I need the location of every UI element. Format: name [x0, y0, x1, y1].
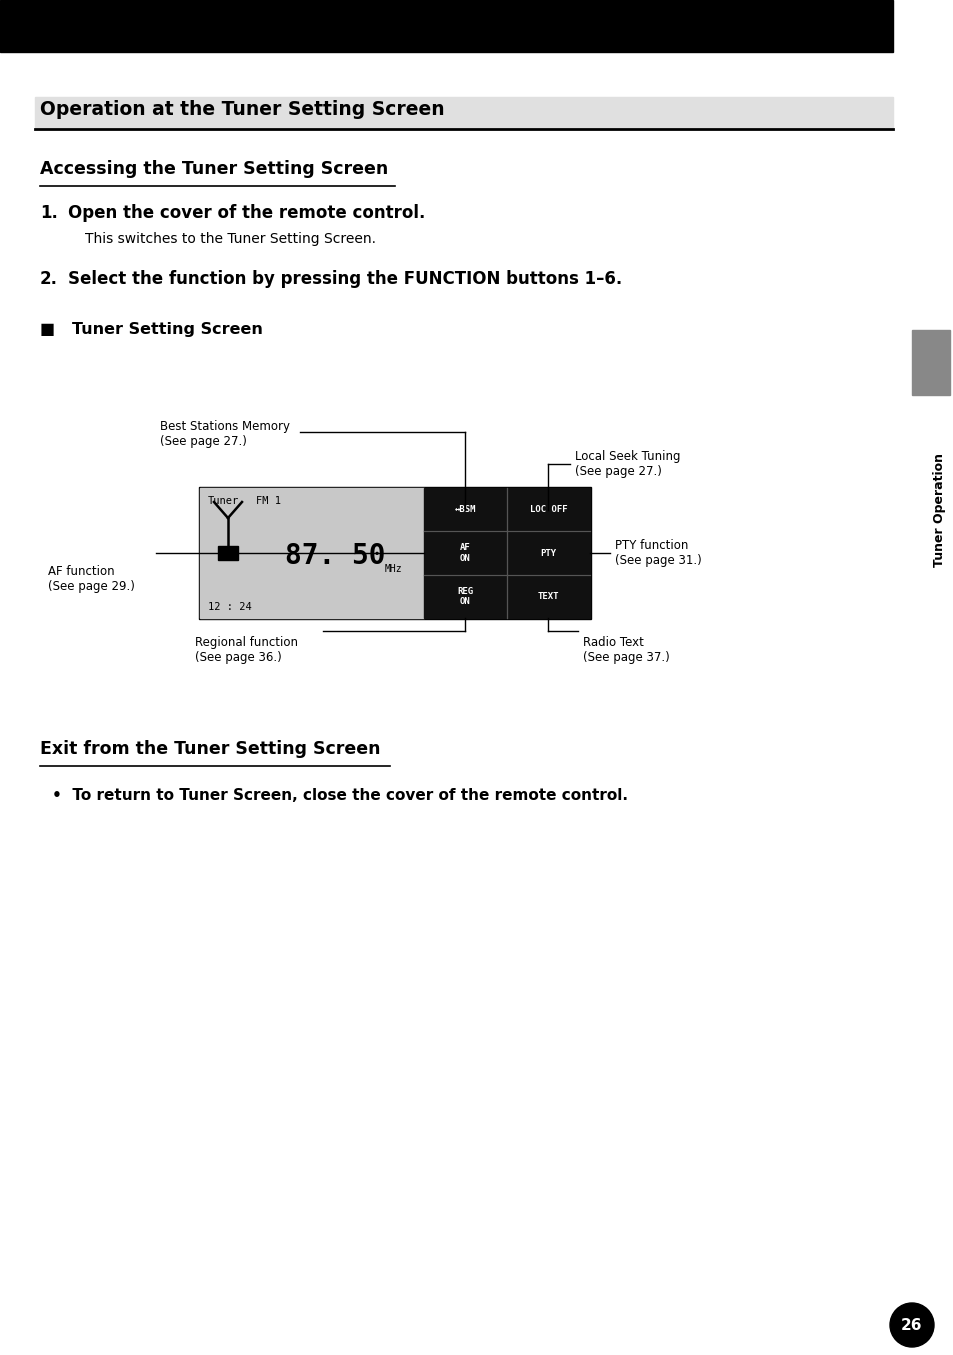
Text: 87. 50: 87. 50 [285, 542, 385, 569]
Bar [423, 488, 589, 618]
Bar [199, 486, 590, 619]
Text: ↔BSM: ↔BSM [455, 505, 476, 514]
Text: This switches to the Tuner Setting Screen.: This switches to the Tuner Setting Scree… [85, 232, 375, 247]
Bar [911, 331, 949, 396]
Text: Accessing the Tuner Setting Screen: Accessing the Tuner Setting Screen [40, 160, 388, 178]
Text: Local Seek Tuning
(See page 27.): Local Seek Tuning (See page 27.) [575, 450, 679, 478]
Bar [0, 0, 892, 51]
Bar [35, 98, 892, 127]
Text: FM 1: FM 1 [255, 496, 281, 505]
Text: PTY: PTY [539, 549, 556, 557]
Bar [200, 488, 423, 618]
Bar [218, 546, 237, 560]
Circle shape [889, 1304, 933, 1347]
Text: TEXT: TEXT [537, 592, 558, 600]
Text: ■   Tuner Setting Screen: ■ Tuner Setting Screen [40, 322, 263, 337]
Text: PTY function
(See page 31.): PTY function (See page 31.) [615, 539, 701, 566]
Text: Best Stations Memory
(See page 27.): Best Stations Memory (See page 27.) [160, 420, 290, 449]
Text: Operation at the Tuner Setting Screen: Operation at the Tuner Setting Screen [40, 100, 444, 119]
Text: 2.: 2. [40, 270, 58, 289]
Text: Select the function by pressing the FUNCTION buttons 1–6.: Select the function by pressing the FUNC… [68, 270, 621, 289]
Text: Tuner Operation: Tuner Operation [933, 453, 945, 566]
Text: AF function
(See page 29.): AF function (See page 29.) [48, 565, 134, 593]
Text: Radio Text
(See page 37.): Radio Text (See page 37.) [582, 635, 669, 664]
Text: LOC OFF: LOC OFF [529, 505, 567, 514]
Text: 1.: 1. [40, 205, 58, 222]
Text: AF
ON: AF ON [459, 543, 471, 562]
Text: Tuner: Tuner [208, 496, 239, 505]
Text: 26: 26 [901, 1317, 922, 1332]
Text: REG
ON: REG ON [456, 587, 473, 606]
Text: Regional function
(See page 36.): Regional function (See page 36.) [194, 635, 297, 664]
Text: •  To return to Tuner Screen, close the cover of the remote control.: • To return to Tuner Screen, close the c… [52, 789, 627, 804]
Text: 12 : 24: 12 : 24 [208, 602, 252, 612]
Text: MHz: MHz [385, 564, 402, 573]
Text: Open the cover of the remote control.: Open the cover of the remote control. [68, 205, 425, 222]
Text: Exit from the Tuner Setting Screen: Exit from the Tuner Setting Screen [40, 740, 380, 757]
